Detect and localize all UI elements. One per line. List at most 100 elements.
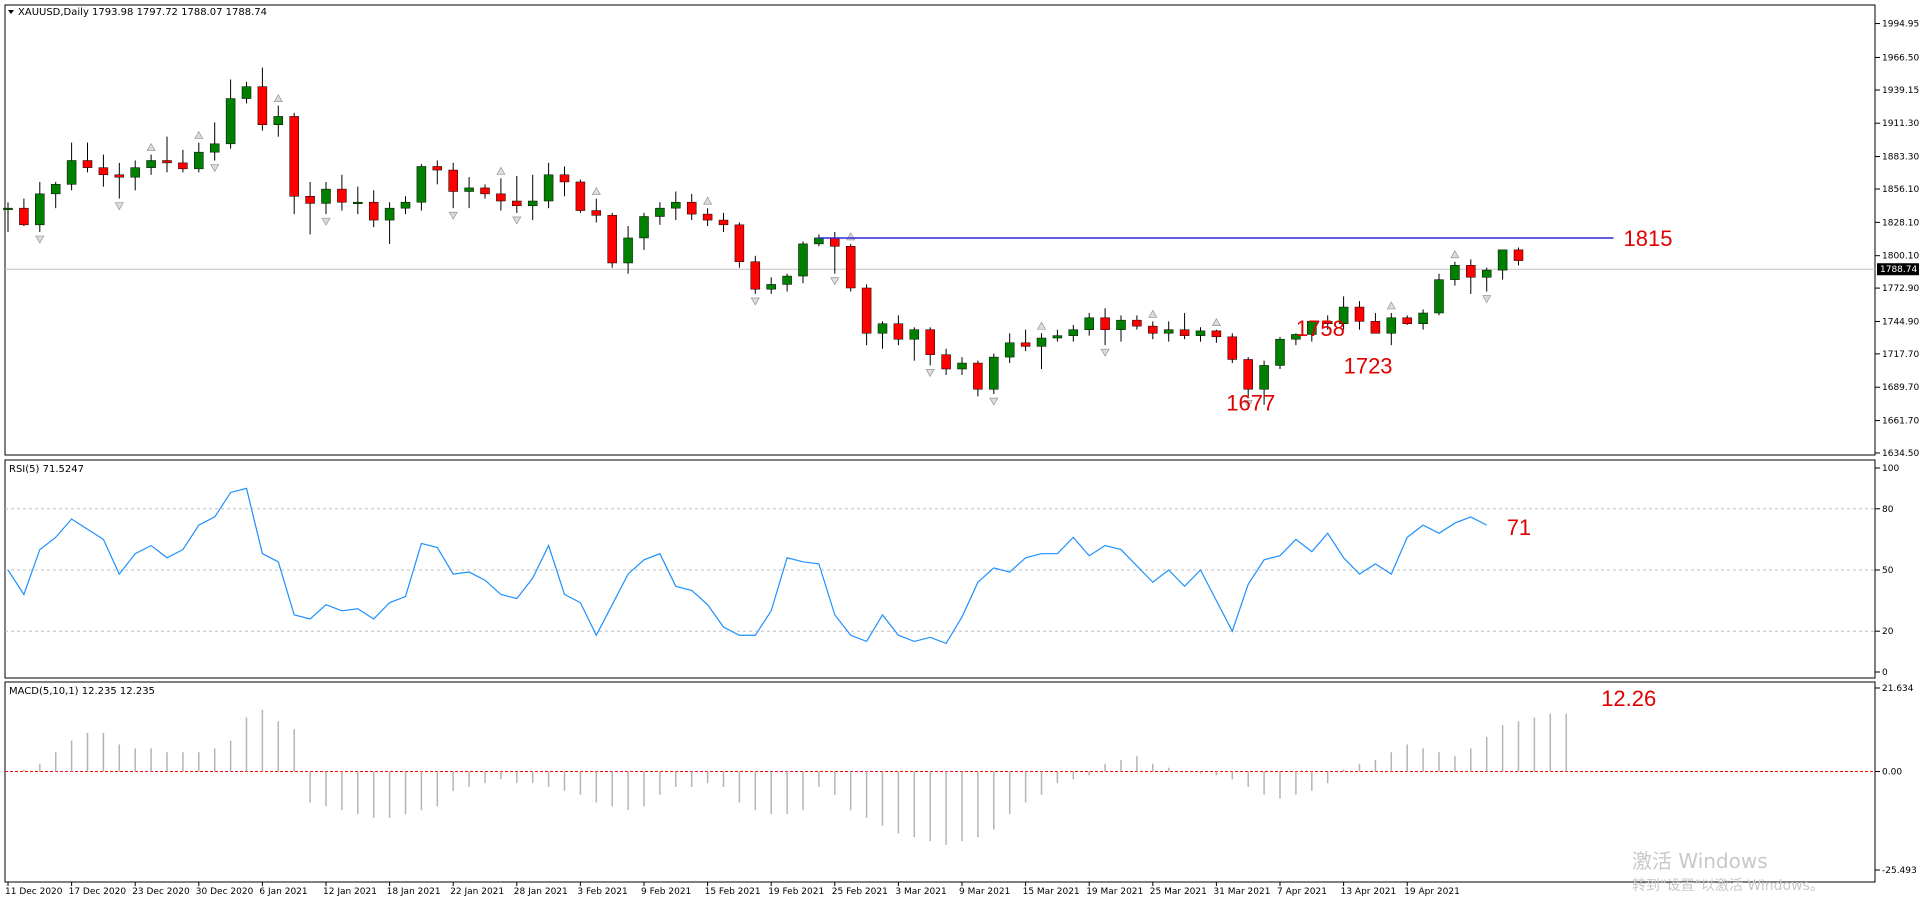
candle-body <box>1259 365 1269 390</box>
candle-body <box>1450 265 1460 280</box>
candle-body <box>1148 325 1158 334</box>
fractal-down-arrow-icon <box>321 217 331 226</box>
fractal-up-arrow-icon <box>591 187 601 195</box>
price-tick-label: 1717.70 <box>1882 350 1919 360</box>
dropdown-triangle-icon[interactable] <box>8 10 14 14</box>
candle-body <box>543 174 554 202</box>
x-tick-label: 3 Mar 2021 <box>895 887 946 897</box>
price-panel-title: XAUUSD,Daily 1793.98 1797.72 1788.07 178… <box>8 7 267 18</box>
macd-tick-label: 21.634 <box>1882 684 1914 694</box>
candle-body <box>1434 279 1444 314</box>
x-tick-label: 19 Mar 2021 <box>1086 887 1143 897</box>
candle-body <box>225 98 236 145</box>
fractal-down-arrow-icon <box>830 277 840 286</box>
candle-body <box>1402 317 1412 324</box>
macd-annotation: 12.26 <box>1601 686 1656 711</box>
candle-body <box>655 207 665 217</box>
candle-body <box>1322 321 1333 324</box>
date-x-axis: 11 Dec 2020 17 Dec 2020 23 Dec 2020 30 Dec … <box>5 881 1875 897</box>
candle-body <box>35 193 45 226</box>
candle-body <box>893 323 904 340</box>
fractal-up-arrow-icon <box>1148 309 1158 318</box>
watermark-line1: 激活 Windows <box>1632 849 1768 873</box>
candle-body <box>1211 330 1222 338</box>
candle-body <box>512 200 522 207</box>
macd-histogram <box>23 709 1567 845</box>
candlestick-series <box>3 67 1524 405</box>
candle-body <box>1163 329 1174 334</box>
candle-body <box>1004 342 1015 358</box>
x-tick-label: 12 Jan 2021 <box>323 887 377 897</box>
candle-body <box>1100 317 1110 330</box>
fractal-up-arrow-icon <box>146 142 156 151</box>
candle-body <box>1195 330 1206 336</box>
candle-body <box>798 243 808 277</box>
rsi-y-axis: 100 80 50 20 0 <box>5 464 1899 678</box>
x-tick-label: 9 Feb 2021 <box>641 887 691 897</box>
x-tick-label: 18 Jan 2021 <box>387 887 441 897</box>
price-tick-label: 1911.30 <box>1882 119 1919 129</box>
candle-body <box>321 188 331 204</box>
candle-body <box>925 329 935 355</box>
candle-body <box>368 201 379 221</box>
candle-body <box>273 116 284 126</box>
candle-body <box>671 201 681 209</box>
candle-body <box>1354 306 1365 322</box>
fractal-up-arrow-icon <box>1036 321 1047 330</box>
candle-body <box>1418 312 1428 324</box>
fractal-up-arrow-icon <box>703 196 713 205</box>
candle-body <box>941 354 951 370</box>
price-annotation-1758: 1758 <box>1296 316 1345 341</box>
x-tick-label: 19 Apr 2021 <box>1404 887 1460 897</box>
price-tick-label: 1661.70 <box>1882 417 1919 427</box>
candle-body <box>50 184 61 195</box>
candle-body <box>416 166 427 203</box>
macd-y-axis: 21.634 0.00 -25.493 <box>5 684 1917 876</box>
candle-body <box>1036 337 1047 347</box>
candle-body <box>702 213 713 221</box>
watermark-line2: 转到"设置"以激活 Windows。 <box>1632 877 1824 894</box>
rsi-tick-label: 80 <box>1882 505 1894 515</box>
x-tick-label: 31 Mar 2021 <box>1213 887 1270 897</box>
x-tick-label: 15 Mar 2021 <box>1023 887 1080 897</box>
macd-tick-label: -25.493 <box>1882 866 1917 876</box>
price-panel[interactable]: XAUUSD,Daily 1793.98 1797.72 1788.07 178… <box>3 4 1920 459</box>
price-tick-label: 1828.10 <box>1882 218 1919 228</box>
fractal-down-arrow-icon <box>448 211 458 220</box>
x-tick-label: 30 Dec 2020 <box>196 887 254 897</box>
fractal-down-arrow-icon <box>210 164 220 173</box>
fractal-up-arrow-icon <box>1386 301 1396 310</box>
rsi-panel[interactable]: RSI(5) 71.5247 100 80 50 20 0 71 <box>4 459 1899 679</box>
candle-body <box>814 237 824 245</box>
candle-body <box>782 275 792 285</box>
candle-body <box>989 356 999 390</box>
macd-panel[interactable]: MACD(5,10,1) 12.235 12.235 21.634 0.00 -25… <box>4 681 1917 883</box>
price-tick-label: 1883.30 <box>1882 153 1919 163</box>
candle-body <box>480 187 490 195</box>
candle-body <box>98 167 109 176</box>
candle-body <box>66 160 77 185</box>
candle-body <box>464 187 474 192</box>
candle-body <box>241 86 252 99</box>
candle-body <box>289 116 299 197</box>
rsi-annotation: 71 <box>1507 515 1531 540</box>
candle-body <box>19 207 29 226</box>
candle-body <box>861 287 872 334</box>
price-tick-label: 1800.10 <box>1882 252 1919 262</box>
rsi-tick-label: 0 <box>1882 668 1888 678</box>
rsi-tick-label: 100 <box>1882 464 1899 474</box>
candle-body <box>1466 265 1476 278</box>
candle-body <box>957 362 967 370</box>
resistance-annotation: 1815 <box>1624 226 1673 251</box>
x-tick-label: 23 Dec 2020 <box>132 887 190 897</box>
candle-body <box>718 219 729 226</box>
fractal-down-arrow-icon <box>35 235 45 244</box>
candle-body <box>591 210 602 216</box>
candle-body <box>337 188 347 203</box>
candle-body <box>1370 321 1381 334</box>
candle-body <box>1132 319 1142 327</box>
price-tick-label: 1744.90 <box>1882 317 1919 327</box>
candle-body <box>496 193 506 202</box>
